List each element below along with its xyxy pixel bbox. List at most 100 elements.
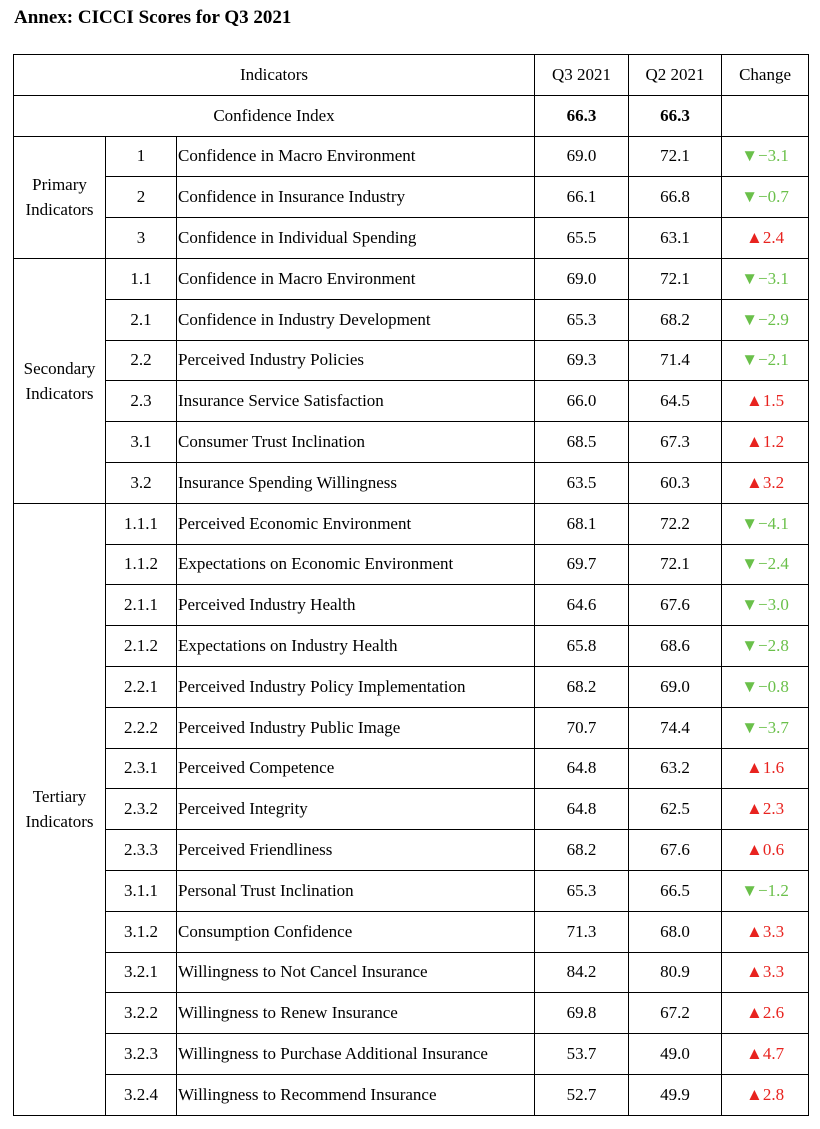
indicator-name: Willingness to Renew Insurance [175,992,536,1035]
q2-score: 72.1 [628,257,723,300]
indicator-name: Personal Trust Inclination [175,869,536,912]
table-row: 2.2 Perceived Industry Policies 69.3 71.4 ▼−… [14,339,810,382]
triangle-down-icon: ▼ [741,350,759,370]
change-cell: ▲3.2 [721,461,810,504]
change-value: −0.8 [758,676,789,696]
change-cell: ▲3.3 [721,910,810,953]
indicator-name: Confidence in Macro Environment [175,135,536,178]
q2-score: 60.3 [628,461,723,504]
q2-score: 64.5 [628,380,723,423]
q2-score: 62.5 [628,788,723,831]
indicator-code: 2.2.2 [105,706,177,749]
change-value: 2.8 [762,1084,785,1104]
q3-score: 64.8 [534,747,630,790]
table-row: 2.2.1 Perceived Industry Policy Implement… [14,665,810,708]
indicator-name: Perceived Industry Policies [175,339,536,382]
change-value: 1.2 [762,432,785,452]
indicator-code: 2 [105,176,177,219]
indicator-name: Willingness to Not Cancel Insurance [175,951,536,994]
q2-score: 67.6 [628,584,723,627]
change-cell: ▼−3.1 [721,135,810,178]
indicator-name: Perceived Integrity [175,788,536,831]
change-cell: ▲2.3 [721,788,810,831]
indicator-code: 3.1.2 [105,910,177,953]
group-label: Secondary Indicators [13,257,106,504]
q3-score: 52.7 [534,1073,630,1116]
change-cell: ▼−2.1 [721,339,810,382]
change-cell: ▼−0.7 [721,176,810,219]
q3-score: 68.2 [534,829,630,871]
indicator-code: 2.3.1 [105,747,177,790]
change-cell: ▲0.6 [721,829,810,871]
header-q2: Q2 2021 [628,54,723,96]
q2-score: 69.0 [628,665,723,708]
indicator-code: 2.1 [105,298,177,341]
indicator-name: Perceived Industry Policy Implementation [175,665,536,708]
change-value: −0.7 [758,187,789,207]
triangle-down-icon: ▼ [741,146,759,166]
header-q3: Q3 2021 [534,54,630,96]
triangle-down-icon: ▼ [741,554,759,574]
indicator-code: 3.2 [105,461,177,504]
indicator-code: 1.1.1 [105,502,177,545]
group-label-line2: Indicators [25,200,94,220]
q3-score: 65.3 [534,298,630,341]
group-label: Tertiary Indicators [13,502,106,1116]
indicator-name: Willingness to Recommend Insurance [175,1073,536,1116]
q2-score: 67.6 [628,829,723,871]
q2-score: 72.1 [628,543,723,586]
header-change: Change [721,54,810,96]
table-row: 3.2.4 Willingness to Recommend Insurance 5… [14,1073,810,1116]
triangle-down-icon: ▼ [741,595,759,615]
q3-score: 66.1 [534,176,630,219]
q3-score: 69.8 [534,992,630,1035]
triangle-down-icon: ▼ [741,636,759,656]
q3-score: 64.6 [534,584,630,627]
q2-score: 72.1 [628,135,723,178]
confidence-index-change [721,94,810,137]
change-value: 0.6 [762,840,785,860]
group-label-line1: Primary [32,175,87,195]
triangle-up-icon: ▲ [745,1003,763,1023]
change-value: 2.4 [762,228,785,248]
change-value: 3.3 [762,921,785,941]
change-value: 1.6 [762,758,785,778]
indicator-code: 1.1 [105,257,177,300]
indicator-name: Consumption Confidence [175,910,536,953]
change-value: −3.0 [758,595,789,615]
table-row: 3.2.2 Willingness to Renew Insurance 69.8 6… [14,992,810,1035]
triangle-down-icon: ▼ [741,717,759,737]
change-cell: ▼−3.7 [721,706,810,749]
triangle-down-icon: ▼ [741,309,759,329]
indicator-code: 2.3 [105,380,177,423]
q3-score: 66.0 [534,380,630,423]
q3-score: 68.2 [534,665,630,708]
triangle-down-icon: ▼ [741,880,759,900]
q3-score: 68.5 [534,421,630,463]
triangle-up-icon: ▲ [745,432,763,452]
cicci-scores-table: Indicators Q3 2021 Q2 2021 Change Confid… [12,54,810,1116]
indicator-name: Willingness to Purchase Additional Insur… [175,1033,536,1075]
confidence-index-q3: 66.3 [534,94,630,137]
table-row: Primary Indicators 1 Confidence in Macro En… [13,135,810,259]
indicator-name: Perceived Industry Health [175,584,536,627]
triangle-up-icon: ▲ [745,799,763,819]
indicator-code: 2.1.2 [105,625,177,667]
indicator-name: Confidence in Insurance Industry [175,176,536,219]
confidence-index-q2: 66.3 [628,94,723,137]
q2-score: 74.4 [628,706,723,749]
change-value: −3.1 [758,146,789,166]
change-cell: ▼−3.1 [721,257,810,300]
table-row: Tertiary Indicators 1.1.1 Perceived Economi… [13,502,810,1116]
indicator-code: 2.2 [105,339,177,382]
table-row: 2.3.3 Perceived Friendliness 68.2 67.6 ▲0.6 [14,829,810,871]
table-header-row: Indicators Q3 2021 Q2 2021 Change [12,54,810,96]
triangle-up-icon: ▲ [745,391,763,411]
indicator-code: 2.3.3 [105,829,177,871]
q3-score: 69.0 [534,135,630,178]
change-value: 3.3 [762,962,785,982]
change-cell: ▼−2.9 [721,298,810,341]
table-row: 3.1.2 Consumption Confidence 71.3 68.0 ▲3.3 [14,910,810,953]
group-label-line1: Secondary [23,358,96,378]
indicator-code: 2.1.1 [105,584,177,627]
